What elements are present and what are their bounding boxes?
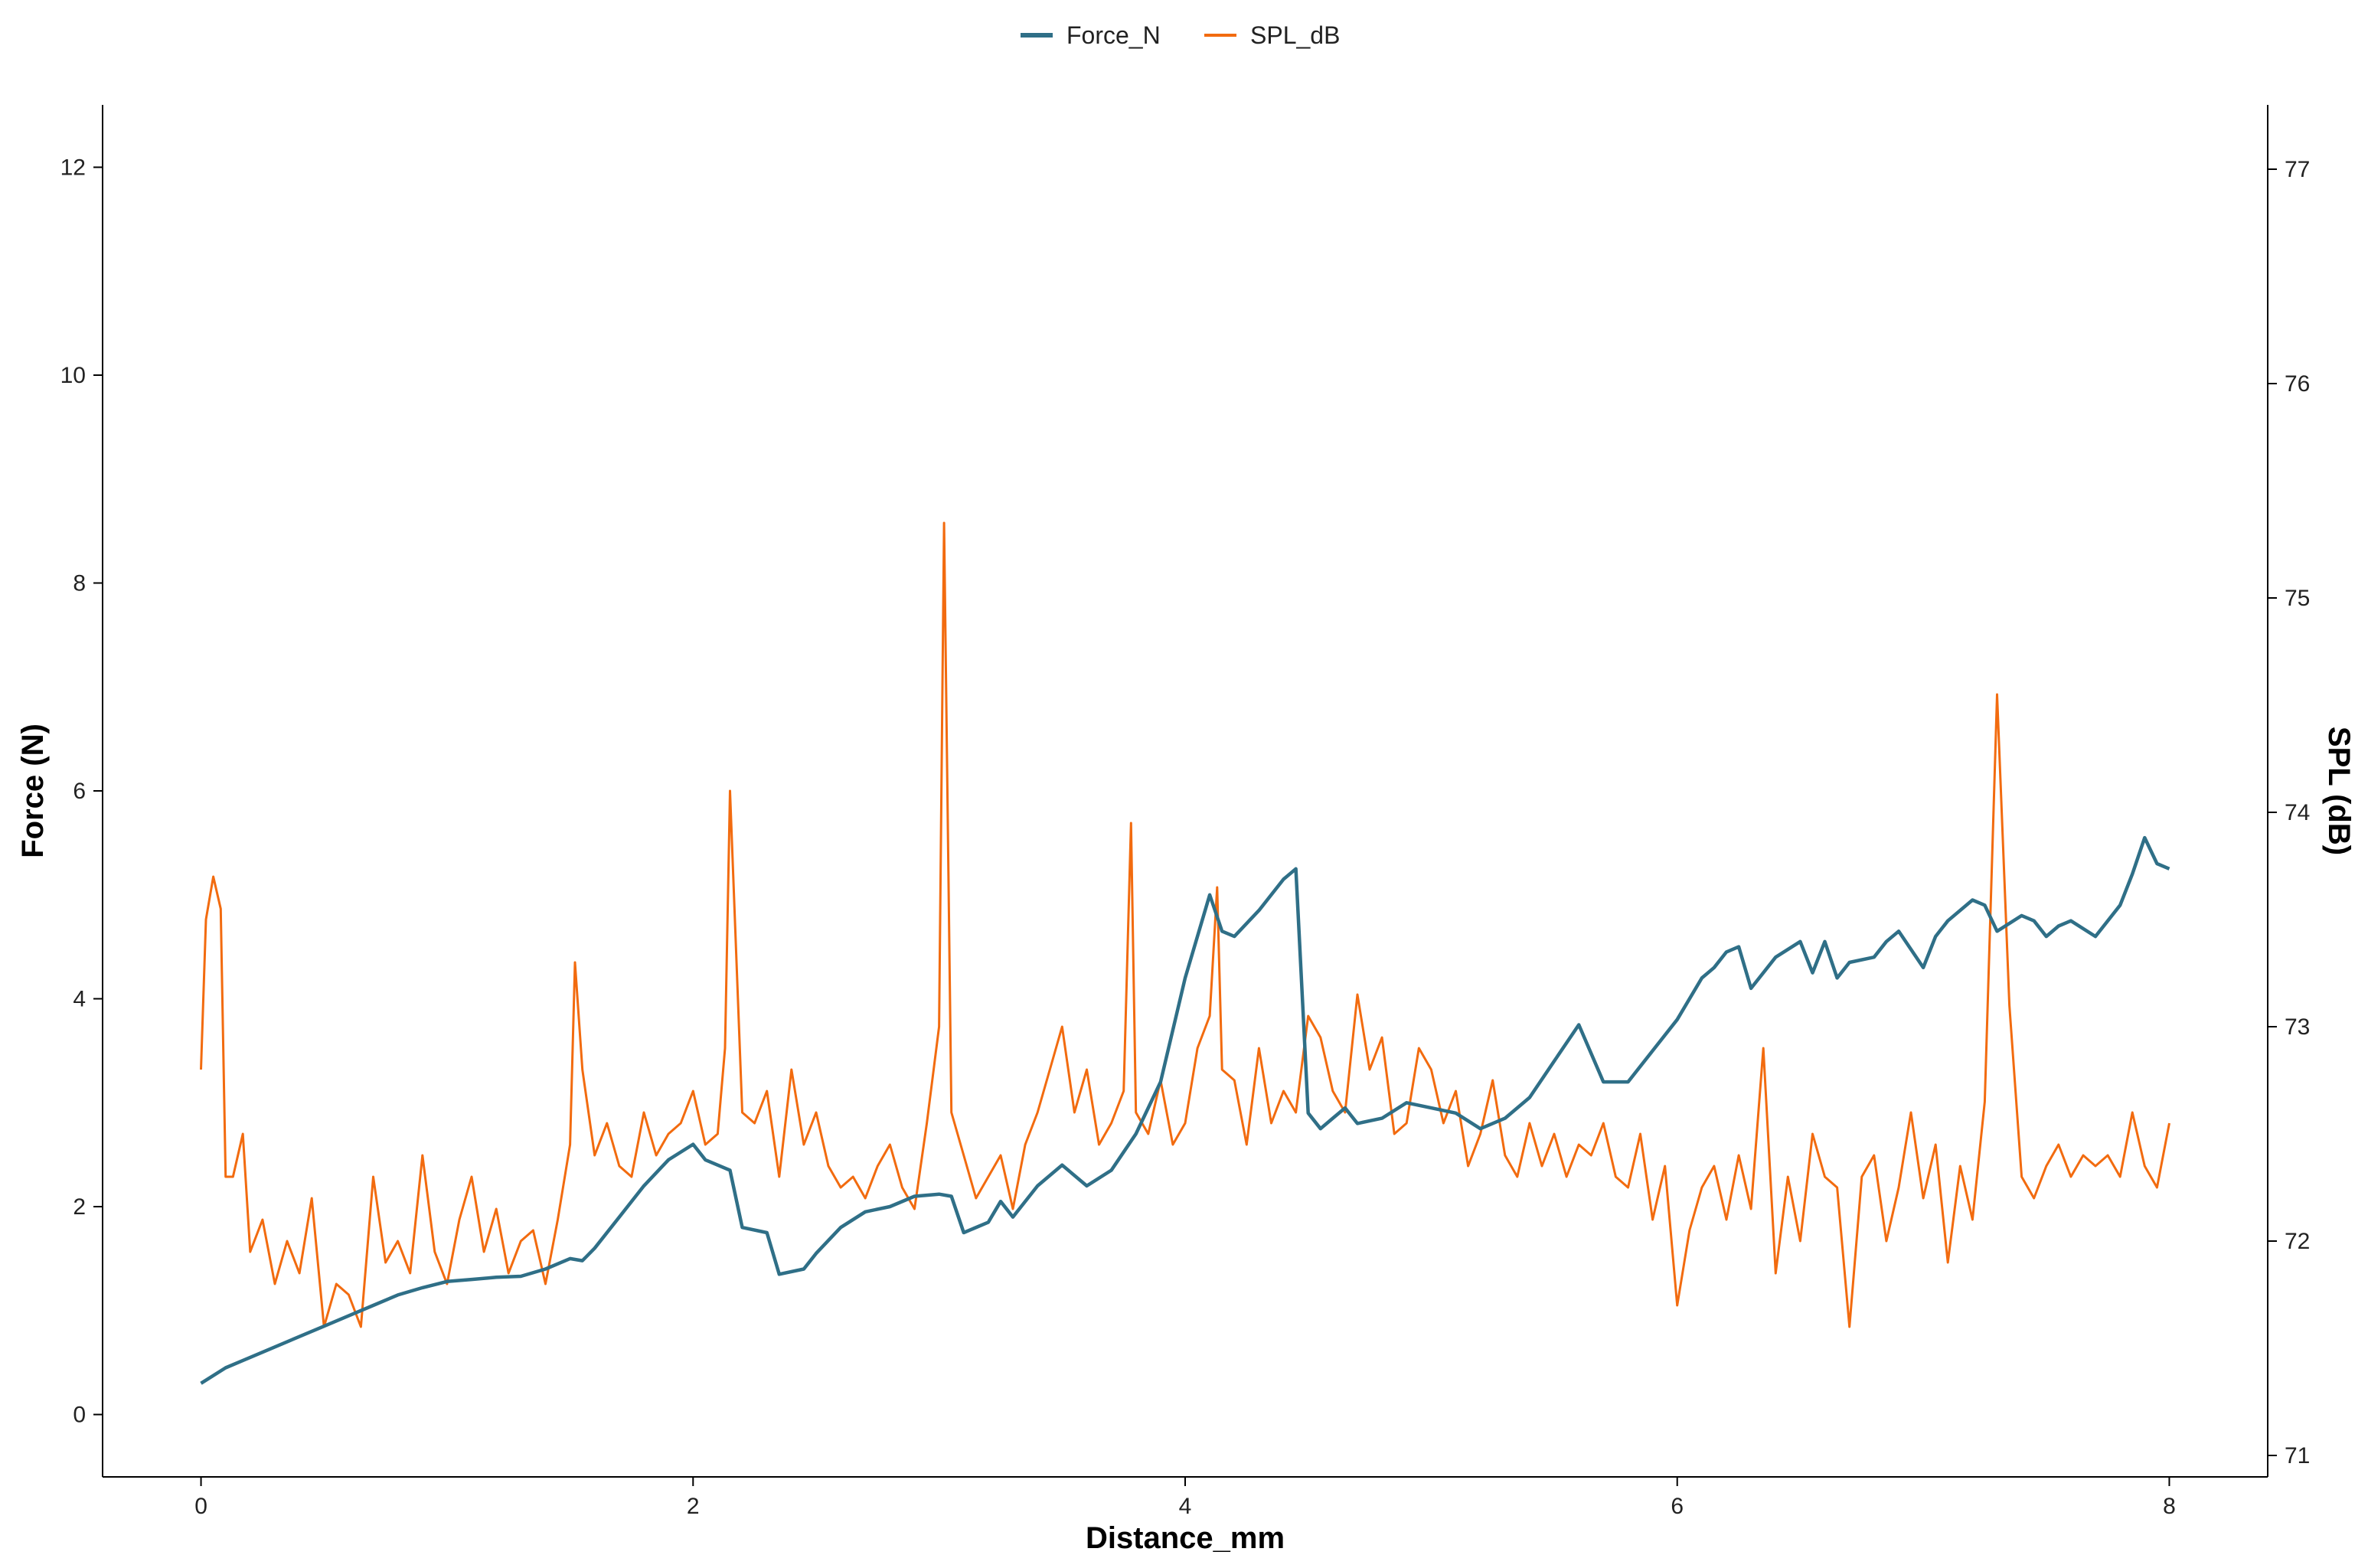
y-tick-label: 8 (73, 570, 86, 596)
x-tick-label: 6 (1671, 1494, 1684, 1519)
y-tick-label: 4 (73, 987, 86, 1012)
y-tick-label: 2 (73, 1194, 86, 1220)
y-tick-label: 0 (73, 1403, 86, 1428)
y2-tick-label: 74 (2285, 800, 2310, 825)
y-axis-title: Force (N) (16, 724, 50, 858)
y-tick-label: 10 (60, 363, 86, 388)
x-tick-label: 4 (1179, 1494, 1192, 1519)
legend-label-spl: SPL_dB (1250, 21, 1340, 49)
y2-tick-label: 77 (2285, 157, 2310, 182)
y2-tick-label: 71 (2285, 1443, 2310, 1468)
legend: Force_N SPL_dB (1021, 21, 1340, 49)
y2-tick-label: 76 (2285, 371, 2310, 397)
x-tick-label: 0 (194, 1494, 207, 1519)
y2-tick-label: 73 (2285, 1014, 2310, 1040)
y2-tick-label: 72 (2285, 1229, 2310, 1254)
y2-axis-title: SPL (dB) (2322, 727, 2356, 855)
y-tick-label: 6 (73, 779, 86, 804)
y-tick-label: 12 (60, 155, 86, 180)
x-tick-label: 2 (687, 1494, 700, 1519)
series-line-spl (200, 521, 2170, 1328)
x-axis-ticks: 0 2 4 6 8 (194, 1477, 2176, 1519)
x-axis-title: Distance_mm (1086, 1521, 1285, 1555)
y2-axis-ticks: 71 72 73 74 75 76 77 (2268, 157, 2310, 1468)
legend-label-force: Force_N (1066, 21, 1161, 49)
x-tick-label: 8 (2163, 1494, 2176, 1519)
y2-tick-label: 75 (2285, 586, 2310, 611)
y-axis-ticks: 0 2 4 6 8 10 12 (60, 155, 103, 1428)
series-line-force (200, 835, 2170, 1385)
